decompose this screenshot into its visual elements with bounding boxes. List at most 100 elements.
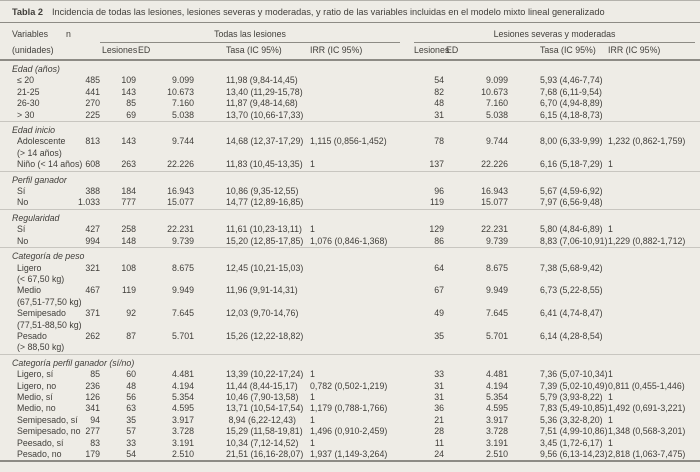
row-label: Medio, no	[17, 403, 56, 414]
cell-tasa-severas: 9,56 (6,13-14,23)	[540, 449, 608, 459]
cell-lesiones-todas: 148	[121, 235, 136, 246]
cell-irr-todas: 1	[310, 159, 315, 170]
cell-ed-severas: 16.943	[481, 186, 509, 197]
cell-ed-todas: 3.728	[171, 426, 194, 437]
cell-irr-severas	[606, 110, 700, 122]
cell-n: 225	[85, 109, 100, 120]
cell-lesiones-todas: 258	[121, 224, 136, 235]
cell-tasa-severas: 7,68 (6,11-9,54)	[540, 86, 602, 97]
table-body: Edad (años) ≤ 20 485 109 9.099 11,98 (9,84-14…	[0, 60, 700, 461]
cell-ed-todas: 9.949	[171, 285, 194, 296]
cell-n: 85	[90, 369, 100, 380]
col-header-lesiones-severas: Lesiones	[412, 43, 449, 61]
cell-lesiones-todas: 143	[121, 136, 136, 147]
cell-tasa-severas: 7,83 (5,49-10,85)	[540, 403, 608, 414]
group-header-todas-las-lesiones: Todas las lesiones	[100, 23, 412, 43]
row-label: No	[17, 235, 29, 246]
cell-lesiones-severas: 67	[434, 285, 445, 296]
cell-lesiones-severas: 54	[434, 75, 445, 86]
cell-tasa-severas: 7,51 (4,99-10,86)	[540, 426, 608, 437]
cell-ed-todas: 8.675	[171, 262, 194, 273]
cell-tasa-todas: 8,94 (6,22-12,43)	[226, 414, 296, 425]
cell-n: 485	[85, 75, 100, 86]
cell-ed-severas: 10.673	[481, 86, 509, 97]
col-header-variables: Variables	[12, 29, 49, 39]
incidence-table: Variables n Todas las lesiones Lesiones …	[0, 23, 700, 463]
cell-lesiones-severas: 28	[434, 426, 445, 437]
cell-ed-severas: 8.675	[486, 262, 509, 273]
cell-tasa-severas: 7,39 (5,02-10,49)	[540, 380, 608, 391]
table-row: Niño (< 14 años) 608 263 22.226 11,83 (10,45…	[0, 159, 700, 171]
table-row: Peesado, sí 83 33 3.191 10,34 (7,12-14,52) 1 1…	[0, 438, 700, 449]
cell-ed-severas: 4.194	[486, 380, 509, 391]
col-header-spacer	[64, 43, 100, 61]
cell-ed-todas: 4.595	[171, 403, 194, 414]
row-label: Medio, sí	[17, 391, 53, 402]
cell-lesiones-severas: 119	[429, 197, 445, 208]
cell-irr-todas: 1	[310, 224, 315, 235]
cell-n: 94	[90, 414, 100, 425]
table-row: Semipesado, sí 94 35 3.917 8,94 (6,22-12,43…	[0, 415, 700, 426]
cell-n: 236	[85, 380, 100, 391]
row-label: Ligero, no	[17, 380, 57, 391]
cell-n: 341	[85, 403, 100, 414]
cell-irr-severas: 1	[608, 391, 613, 402]
row-label: Niño (< 14 años)	[17, 159, 83, 170]
cell-tasa-todas: 14,77 (12,89-16,85)	[226, 197, 304, 208]
cell-tasa-todas: 11,61 (10,23-13,11)	[226, 224, 302, 235]
cell-ed-severas: 5.354	[486, 391, 509, 402]
cell-tasa-todas: 13,70 (10,66-17,33)	[226, 109, 304, 120]
cell-ed-severas: 4.481	[486, 369, 509, 380]
cell-irr-severas	[606, 186, 700, 197]
cell-lesiones-todas: 63	[126, 403, 136, 414]
cell-ed-todas: 7.645	[171, 308, 194, 319]
col-header-tasa-todas: Tasa (IC 95%)	[194, 43, 308, 61]
cell-lesiones-severas: 48	[434, 98, 445, 109]
cell-tasa-severas: 3,45 (1,72-6,17)	[540, 437, 603, 448]
cell-irr-todas: 1,076 (0,846-1,368)	[310, 235, 388, 246]
cell-tasa-severas: 6,16 (5,18-7,29)	[540, 159, 603, 170]
cell-irr-todas: 1	[310, 437, 315, 448]
cell-tasa-severas: 5,79 (3,93-8,22)	[540, 391, 603, 402]
cell-irr-todas: 1,496 (0,910-2,459)	[310, 426, 388, 437]
cell-lesiones-severas: 129	[429, 224, 445, 235]
cell-irr-severas: 1,492 (0,691-3,221)	[608, 403, 686, 414]
row-label: Peesado, sí	[17, 437, 64, 448]
cell-irr-todas: 1,115 (0,856-1,452)	[310, 136, 387, 147]
cell-irr-todas: 1	[310, 414, 315, 425]
cell-lesiones-severas: 82	[434, 86, 445, 97]
cell-tasa-todas: 13,39 (10,22-17,24)	[226, 369, 304, 380]
cell-tasa-severas: 7,38 (5,68-9,42)	[540, 262, 603, 273]
cell-n: 467	[85, 285, 100, 296]
cell-ed-severas: 7.160	[486, 98, 509, 109]
cell-tasa-severas: 8,83 (7,06-10,91)	[540, 235, 608, 246]
cell-lesiones-severas: 31	[434, 380, 445, 391]
cell-ed-severas: 5.038	[486, 109, 509, 120]
cell-irr-todas	[308, 197, 412, 209]
section-header-label: Edad inicio	[0, 121, 700, 137]
row-label: Sí	[17, 186, 26, 197]
cell-tasa-severas: 5,36 (3,32-8,20)	[540, 414, 603, 425]
cell-n: 277	[85, 426, 100, 437]
cell-irr-severas: 1	[608, 414, 613, 425]
cell-n: 388	[85, 186, 100, 197]
cell-irr-severas: 1,229 (0,882-1,712)	[608, 235, 686, 246]
section-header-label: Categoría perfil ganador (sí/no)	[0, 353, 700, 370]
row-label: Medio (67,51-77,50 kg)	[17, 285, 82, 307]
table-row: Sí 427 258 22.231 11,61 (10,23-13,11) 1 129 22.…	[0, 224, 700, 235]
cell-tasa-severas: 5,93 (4,46-7,74)	[540, 75, 603, 86]
cell-tasa-todas: 11,96 (9,91-14,31)	[226, 285, 298, 296]
cell-ed-severas: 9.744	[486, 136, 509, 147]
cell-ed-todas: 22.226	[167, 159, 194, 170]
cell-lesiones-todas: 57	[126, 426, 136, 437]
table-row: > 30 225 69 5.038 13,70 (10,66-17,33) 31 5.038…	[0, 110, 700, 122]
cell-ed-todas: 7.160	[171, 98, 194, 109]
cell-lesiones-todas: 777	[121, 197, 136, 208]
subheader-row: (unidades) Lesiones ED Tasa (IC 95%) IRR…	[0, 43, 700, 61]
cell-ed-todas: 5.038	[171, 109, 194, 120]
cell-lesiones-severas: 21	[434, 414, 445, 425]
cell-tasa-todas: 15,26 (12,22-18,82)	[226, 330, 304, 341]
col-header-ed-todas: ED	[136, 43, 194, 61]
cell-n: 179	[85, 449, 100, 459]
section-header-row: Edad (años)	[0, 60, 700, 75]
